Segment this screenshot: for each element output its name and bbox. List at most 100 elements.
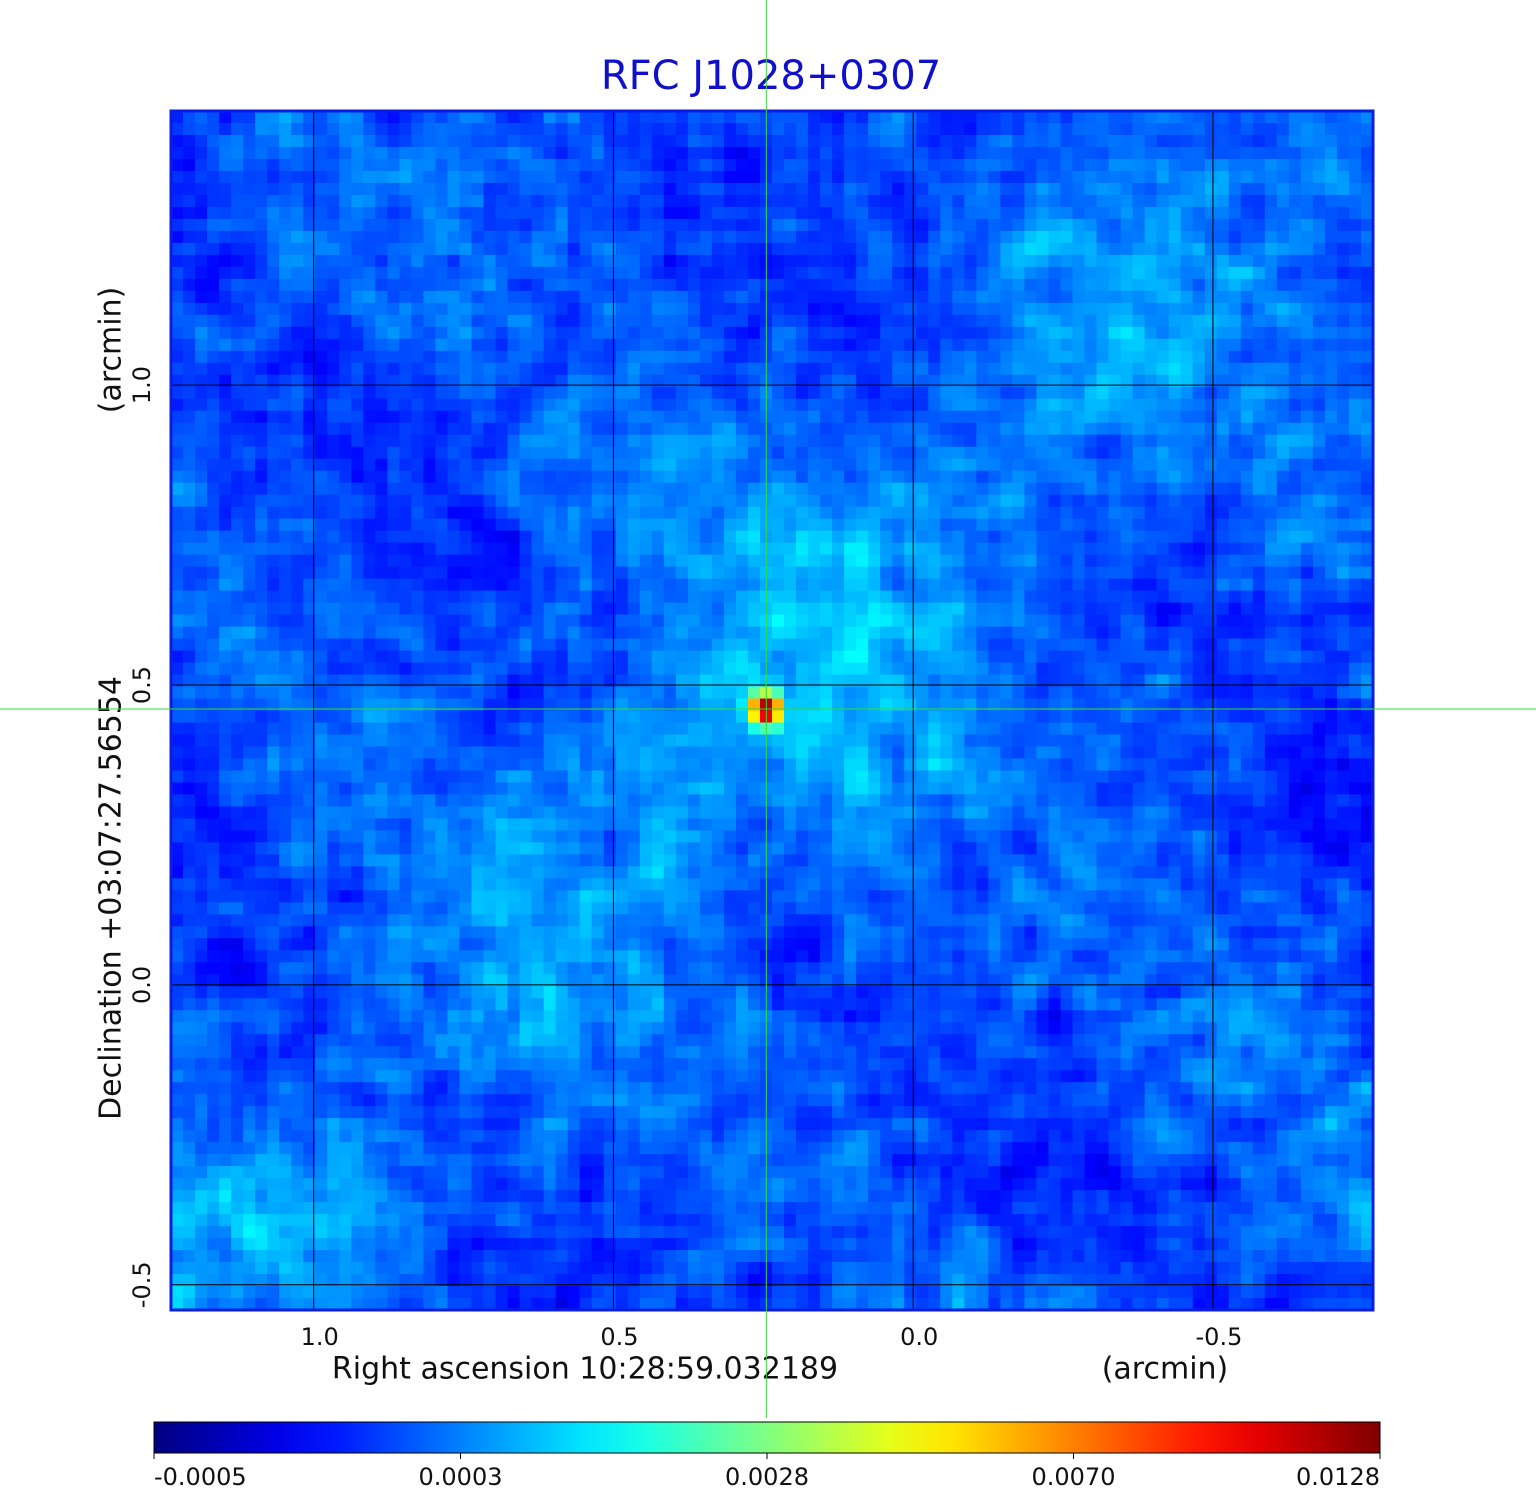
map-pixel <box>507 350 521 364</box>
map-pixel <box>567 290 581 304</box>
map-pixel <box>880 434 893 448</box>
map-pixel <box>1168 206 1182 220</box>
map-pixel <box>591 146 605 160</box>
map-pixel <box>1168 554 1182 568</box>
map-pixel <box>1360 398 1374 412</box>
map-pixel <box>183 506 196 520</box>
map-pixel <box>243 590 256 604</box>
map-pixel <box>615 458 629 472</box>
map-pixel <box>555 111 569 124</box>
map-pixel <box>1252 578 1266 592</box>
map-pixel <box>1096 146 1110 160</box>
map-pixel <box>892 602 905 616</box>
map-pixel <box>1072 206 1086 220</box>
map-pixel <box>747 362 761 376</box>
map-pixel <box>1108 494 1122 508</box>
map-pixel <box>363 386 376 400</box>
map-pixel <box>555 158 569 172</box>
map-pixel <box>1048 122 1062 136</box>
map-pixel <box>1048 158 1062 172</box>
map-pixel <box>687 230 701 244</box>
map-pixel <box>820 146 833 160</box>
map-pixel <box>663 518 677 532</box>
map-pixel <box>303 674 316 688</box>
map-pixel <box>1300 266 1314 280</box>
map-pixel <box>1108 602 1122 616</box>
map-pixel <box>904 398 917 412</box>
map-pixel <box>195 662 208 676</box>
map-pixel <box>591 638 605 652</box>
map-pixel <box>1168 698 1182 712</box>
map-pixel <box>940 230 953 244</box>
map-pixel <box>423 146 437 160</box>
map-pixel <box>327 374 340 388</box>
map-pixel <box>1180 230 1194 244</box>
map-pixel <box>399 374 412 388</box>
map-pixel <box>832 698 845 712</box>
map-pixel <box>327 326 340 340</box>
map-pixel <box>1120 662 1134 676</box>
map-pixel <box>1288 458 1302 472</box>
map-pixel <box>832 470 845 484</box>
map-pixel <box>1036 674 1050 688</box>
map-pixel <box>1300 182 1314 196</box>
map-pixel <box>483 662 497 676</box>
map-pixel <box>171 398 184 412</box>
map-pixel <box>531 422 545 436</box>
map-pixel <box>735 302 749 316</box>
map-pixel <box>363 111 376 124</box>
map-pixel <box>639 230 653 244</box>
map-pixel <box>567 170 581 184</box>
map-pixel <box>543 242 557 256</box>
map-pixel <box>772 314 785 328</box>
map-pixel <box>447 602 461 616</box>
map-pixel <box>351 242 364 256</box>
map-pixel <box>1312 674 1326 688</box>
map-pixel <box>1300 698 1314 712</box>
map-pixel <box>747 674 761 688</box>
map-pixel <box>171 146 184 160</box>
map-pixel <box>1288 686 1302 700</box>
map-pixel <box>243 170 256 184</box>
map-pixel <box>363 134 376 148</box>
map-pixel <box>627 602 641 616</box>
map-pixel <box>699 182 713 196</box>
map-pixel <box>1132 194 1146 208</box>
map-pixel <box>603 506 617 520</box>
map-pixel <box>928 674 941 688</box>
map-pixel <box>183 302 196 316</box>
map-pixel <box>507 518 521 532</box>
map-pixel <box>988 638 1001 652</box>
map-pixel <box>591 470 605 484</box>
map-pixel <box>423 206 437 220</box>
map-pixel <box>627 314 641 328</box>
map-pixel <box>171 458 184 472</box>
map-pixel <box>675 194 689 208</box>
map-pixel <box>735 158 749 172</box>
map-pixel <box>1180 194 1194 208</box>
map-pixel <box>423 650 437 664</box>
map-pixel <box>339 182 352 196</box>
map-pixel <box>1276 111 1290 124</box>
map-pixel <box>1024 398 1038 412</box>
map-pixel <box>531 698 545 712</box>
map-pixel <box>495 422 509 436</box>
map-pixel <box>207 422 220 436</box>
map-pixel <box>1000 446 1013 460</box>
map-pixel <box>423 674 437 688</box>
map-pixel <box>1252 230 1266 244</box>
map-pixel <box>483 698 497 712</box>
map-pixel <box>291 602 304 616</box>
map-pixel <box>892 470 905 484</box>
map-pixel <box>723 134 737 148</box>
map-pixel <box>171 218 184 232</box>
map-pixel <box>904 326 917 340</box>
map-pixel <box>507 374 521 388</box>
map-pixel <box>243 638 256 652</box>
map-pixel <box>543 362 557 376</box>
map-pixel <box>723 374 737 388</box>
map-pixel <box>1168 290 1182 304</box>
map-pixel <box>1144 362 1158 376</box>
map-pixel <box>1108 362 1122 376</box>
map-pixel <box>411 482 425 496</box>
